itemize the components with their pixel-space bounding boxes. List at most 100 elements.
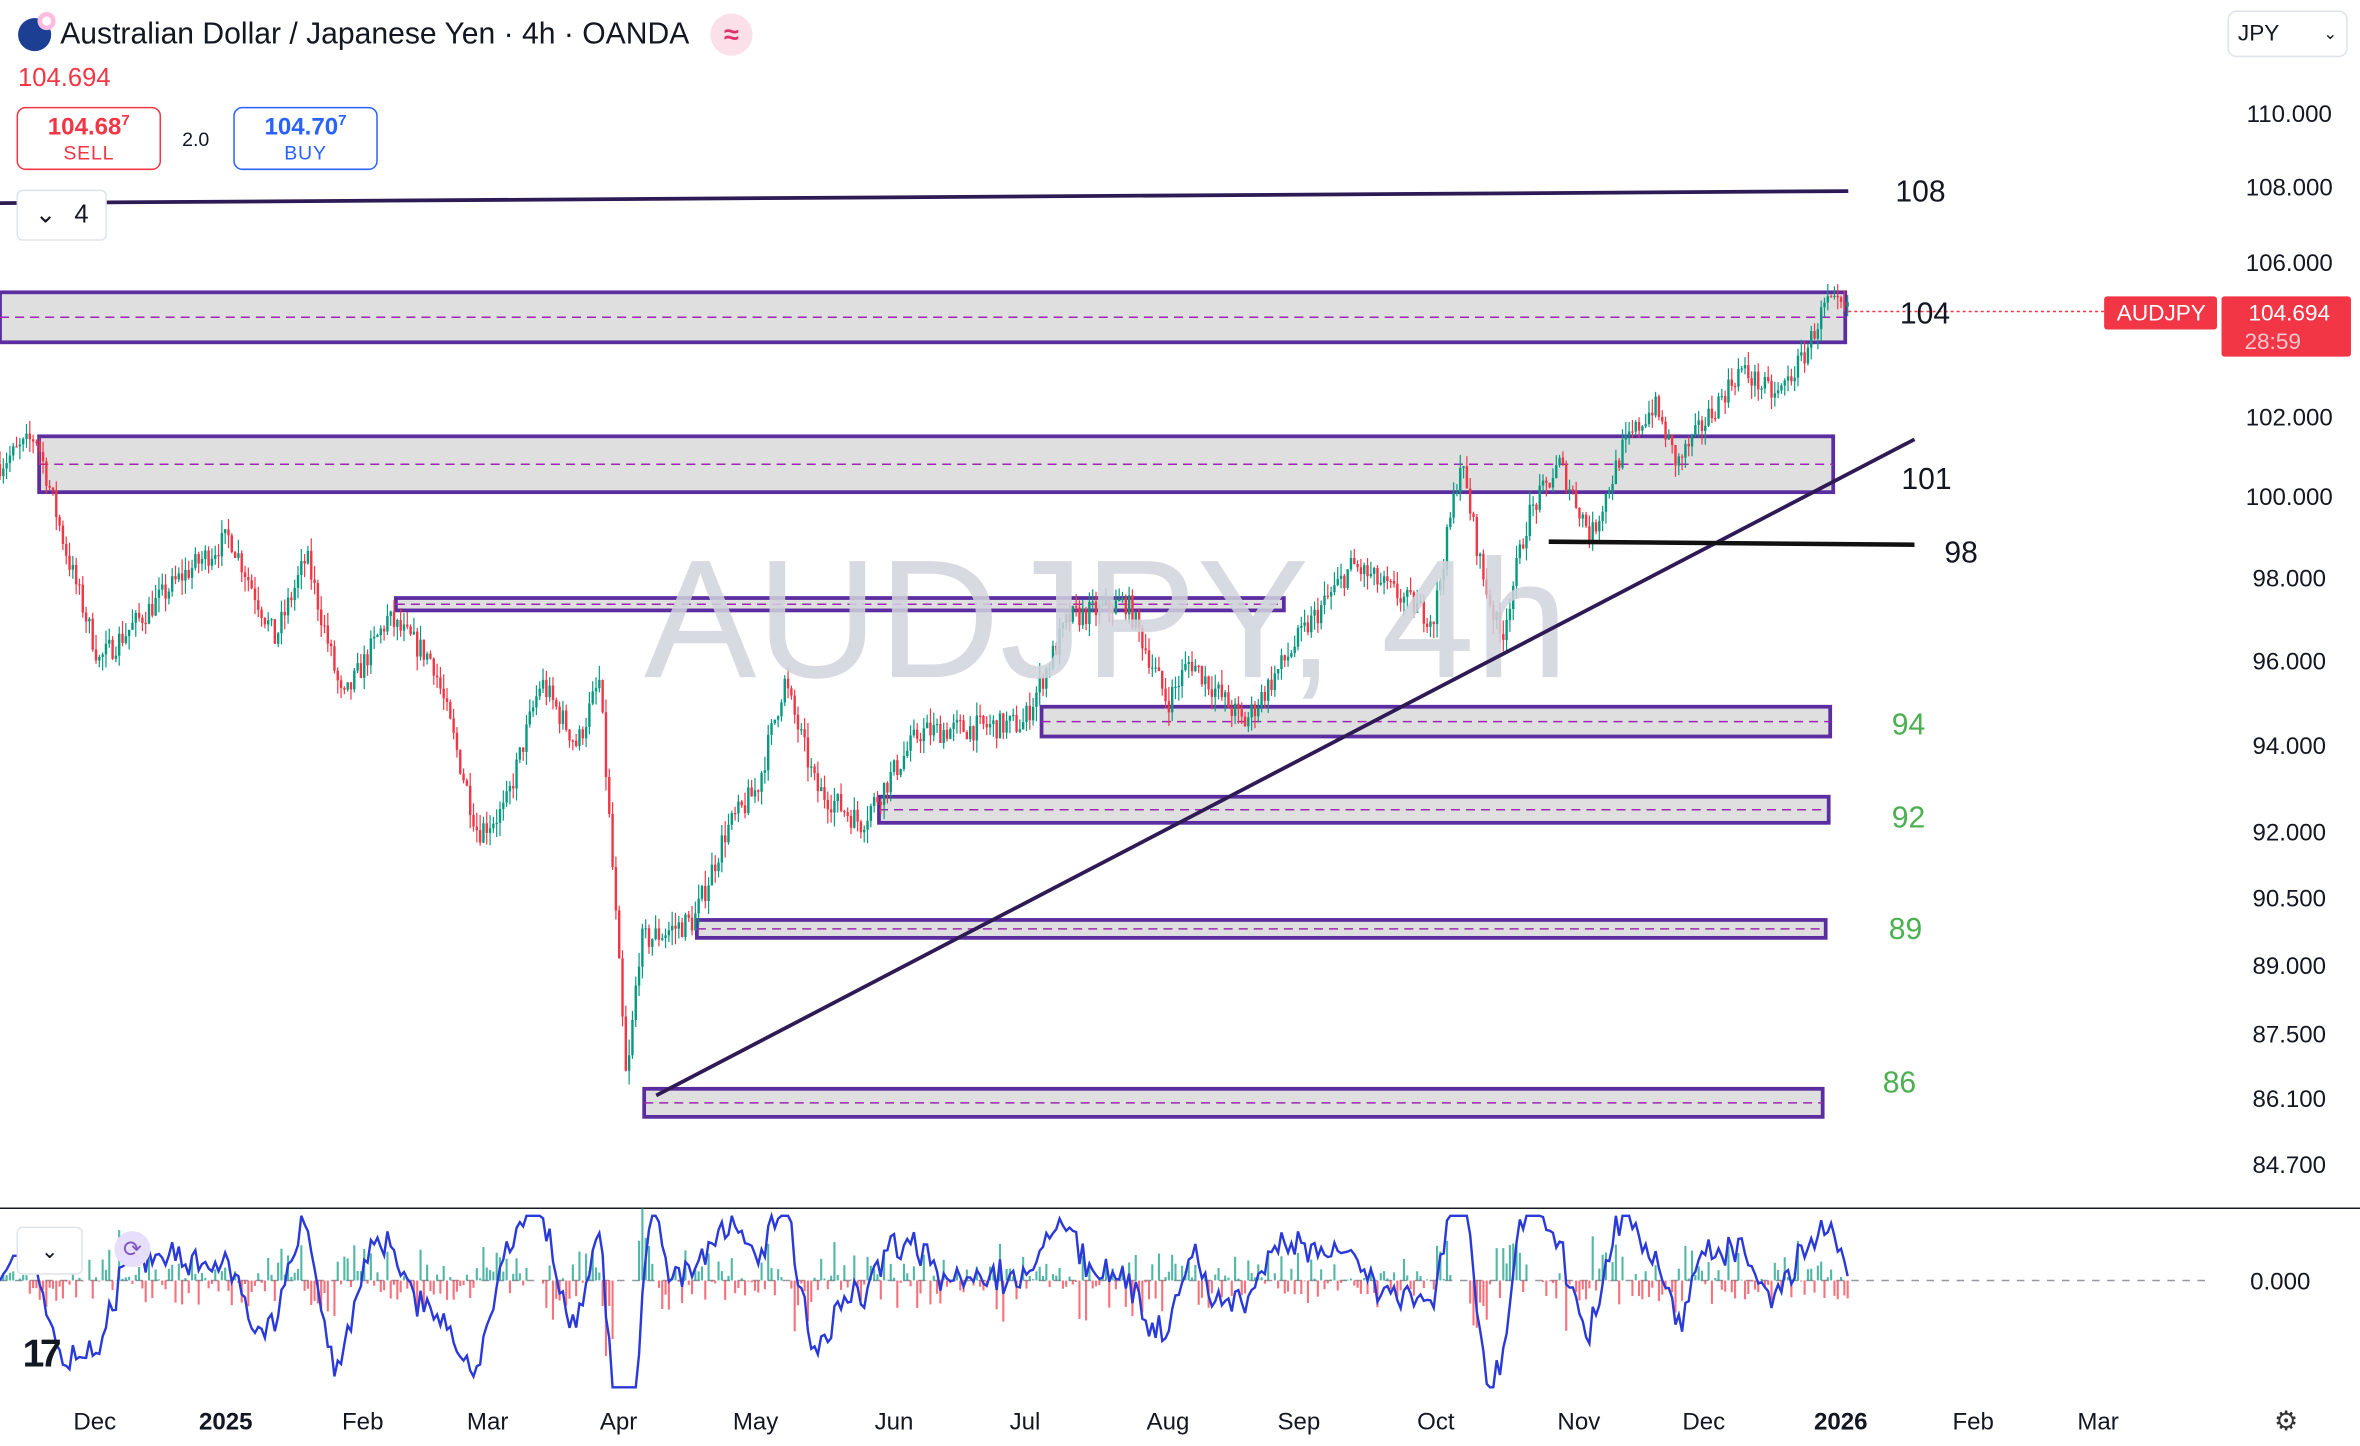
candle (876, 797, 879, 803)
candle (1813, 331, 1816, 339)
candle (1730, 379, 1733, 386)
sell-button[interactable]: 104.687 SELL (16, 106, 162, 171)
candle (1740, 368, 1743, 370)
histogram-bar (1618, 1280, 1621, 1305)
histogram-bar (896, 1280, 899, 1308)
support-line-98[interactable] (1548, 539, 1915, 547)
candle (184, 569, 187, 581)
histogram-bar (1479, 1280, 1482, 1303)
candle (826, 799, 830, 810)
candle (1631, 431, 1634, 433)
histogram-bar (740, 1278, 743, 1281)
candle (197, 554, 200, 564)
histogram-bar (1164, 1277, 1167, 1281)
candle (114, 655, 118, 659)
candle (601, 679, 604, 713)
histogram-bar (1243, 1280, 1247, 1294)
tradingview-logo[interactable]: 17 (22, 1330, 62, 1376)
histogram-bar (1190, 1277, 1194, 1281)
histogram-bar (611, 1280, 614, 1340)
histogram-bar (157, 1279, 160, 1281)
histogram-bar (445, 1280, 449, 1300)
candle (1555, 465, 1558, 478)
price-axis-label: 87.500 (2252, 1021, 2326, 1048)
candle (783, 678, 786, 703)
resistance-line-108[interactable] (0, 189, 1849, 206)
candle (906, 750, 909, 756)
candle (492, 823, 495, 829)
histogram-bar (1432, 1280, 1435, 1290)
candle (363, 654, 366, 678)
candle (1002, 713, 1005, 733)
candle (1379, 582, 1382, 585)
candle (495, 822, 498, 825)
histogram-bar (859, 1280, 862, 1301)
symbol-title[interactable]: Australian Dollar / Japanese Yen · 4h · … (18, 12, 753, 56)
indicator-refresh-icon[interactable]: ⟳ (114, 1231, 151, 1268)
candle (733, 813, 737, 815)
chevron-down-icon: ⌄ (34, 200, 57, 229)
candle (743, 805, 747, 814)
candle (1796, 355, 1800, 378)
histogram-bar (141, 1280, 144, 1289)
histogram-bar (369, 1253, 372, 1281)
histogram-bar (197, 1280, 200, 1305)
candle (1498, 612, 1502, 634)
candle (1396, 583, 1399, 599)
candle (753, 790, 757, 797)
histogram-bar (813, 1277, 816, 1281)
histogram-bar (1363, 1278, 1366, 1281)
candle (677, 922, 681, 929)
candle (280, 611, 283, 634)
candle (204, 550, 207, 560)
candle (406, 624, 409, 627)
candle (21, 438, 25, 445)
histogram-bar (469, 1280, 472, 1299)
histogram-bar (1787, 1277, 1790, 1281)
histogram-bar (690, 1280, 694, 1295)
candle (349, 682, 353, 690)
candle (922, 728, 926, 742)
drawings-toggle[interactable]: ⌄ 4 (16, 189, 107, 241)
candle (1038, 677, 1041, 693)
candle (333, 646, 336, 671)
buy-price: 104.70 (264, 114, 339, 141)
price-tag-price: 104.694 (2248, 301, 2330, 326)
currency-select[interactable]: JPY ⌄ (2227, 10, 2348, 58)
candle (594, 688, 598, 692)
candle (1101, 603, 1104, 606)
settings-gear-icon[interactable]: ⚙ (2274, 1405, 2299, 1436)
candle (1661, 416, 1664, 422)
candle (723, 835, 727, 843)
candle (1336, 578, 1339, 586)
histogram-bar (1651, 1280, 1654, 1288)
candle (747, 787, 750, 814)
histogram-bar (1502, 1248, 1505, 1281)
indicator-collapse-button[interactable]: ⌄ (16, 1226, 83, 1275)
candle (1283, 655, 1286, 661)
candle (1495, 612, 1498, 621)
histogram-bar (1690, 1250, 1694, 1281)
market-status-icon[interactable]: ≈ (710, 13, 753, 56)
buy-button[interactable]: 104.707 BUY (233, 106, 378, 171)
candle (1531, 504, 1535, 506)
histogram-bar (190, 1257, 194, 1281)
histogram-bar (270, 1274, 273, 1281)
level-labels: 108 104 101 98 94 92 89 86 (1883, 176, 1978, 1100)
candle (1028, 705, 1031, 721)
histogram-bar (826, 1280, 829, 1290)
histogram-bar (343, 1256, 346, 1281)
ascending-trendline[interactable] (655, 437, 1916, 1098)
histogram-bar (65, 1280, 68, 1282)
candle (303, 561, 306, 564)
histogram-bar (171, 1264, 174, 1281)
candle (836, 793, 839, 802)
candle (422, 639, 426, 660)
candle (1161, 671, 1164, 689)
candle (101, 654, 104, 657)
histogram-bar (439, 1280, 442, 1294)
histogram-bar (1280, 1256, 1283, 1281)
candle (144, 622, 147, 625)
histogram-bar (35, 1280, 38, 1289)
